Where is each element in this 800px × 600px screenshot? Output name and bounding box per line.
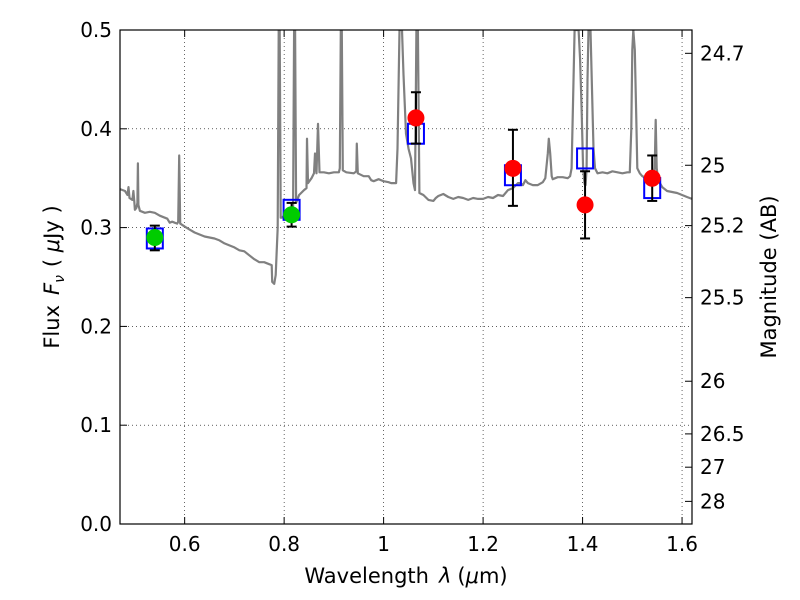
x-tick-label: 0.8 (268, 532, 300, 556)
y2-tick-label: 27 (700, 455, 725, 479)
y2-tick-label: 24.7 (700, 41, 745, 65)
y-tick-label: 0.5 (80, 18, 112, 42)
x-tick-label: 1 (377, 532, 390, 556)
markers (145, 91, 662, 252)
y-tick-label: 0.0 (80, 512, 112, 536)
x-tick-label: 0.6 (169, 532, 201, 556)
y2-tick-label: 25.2 (700, 214, 745, 238)
x-tick-label: 1.6 (666, 532, 698, 556)
y-tick-label: 0.1 (80, 413, 112, 437)
model-photometry-square (576, 147, 595, 170)
y-tick-label: 0.3 (80, 216, 112, 240)
observed-point (407, 109, 425, 127)
model-spectrum-line (120, 30, 692, 285)
y2-axis-label: Magnitude (AB) (757, 195, 781, 358)
y-tick-label: 0.2 (80, 314, 112, 338)
x-axis-label: Wavelength λ (μm) (304, 564, 507, 588)
plot-frame (119, 29, 693, 525)
x-tick-label: 1.2 (467, 532, 499, 556)
observed-point (643, 169, 661, 187)
y-tick-label: 0.4 (80, 117, 112, 141)
ticks: 0.6 0.8 1 1.2 1.4 1.6 0.0 0.1 0.2 0.3 0.4 0.5 24.7 25… (80, 18, 744, 556)
y2-tick-label: 25.5 (700, 286, 745, 310)
observed-point (146, 228, 164, 246)
observed-point (576, 196, 594, 214)
y2-tick-label: 26.5 (700, 422, 745, 446)
observed-point (283, 206, 301, 224)
y2-tick-label: 26 (700, 369, 725, 393)
observed-point (504, 159, 522, 177)
y2-tick-label: 28 (700, 489, 725, 513)
plot-area (120, 30, 692, 524)
y-axis-label: FluxFν( μJy ) (40, 205, 68, 348)
x-tick-label: 1.4 (567, 532, 599, 556)
y2-tick-label: 25 (700, 153, 725, 177)
